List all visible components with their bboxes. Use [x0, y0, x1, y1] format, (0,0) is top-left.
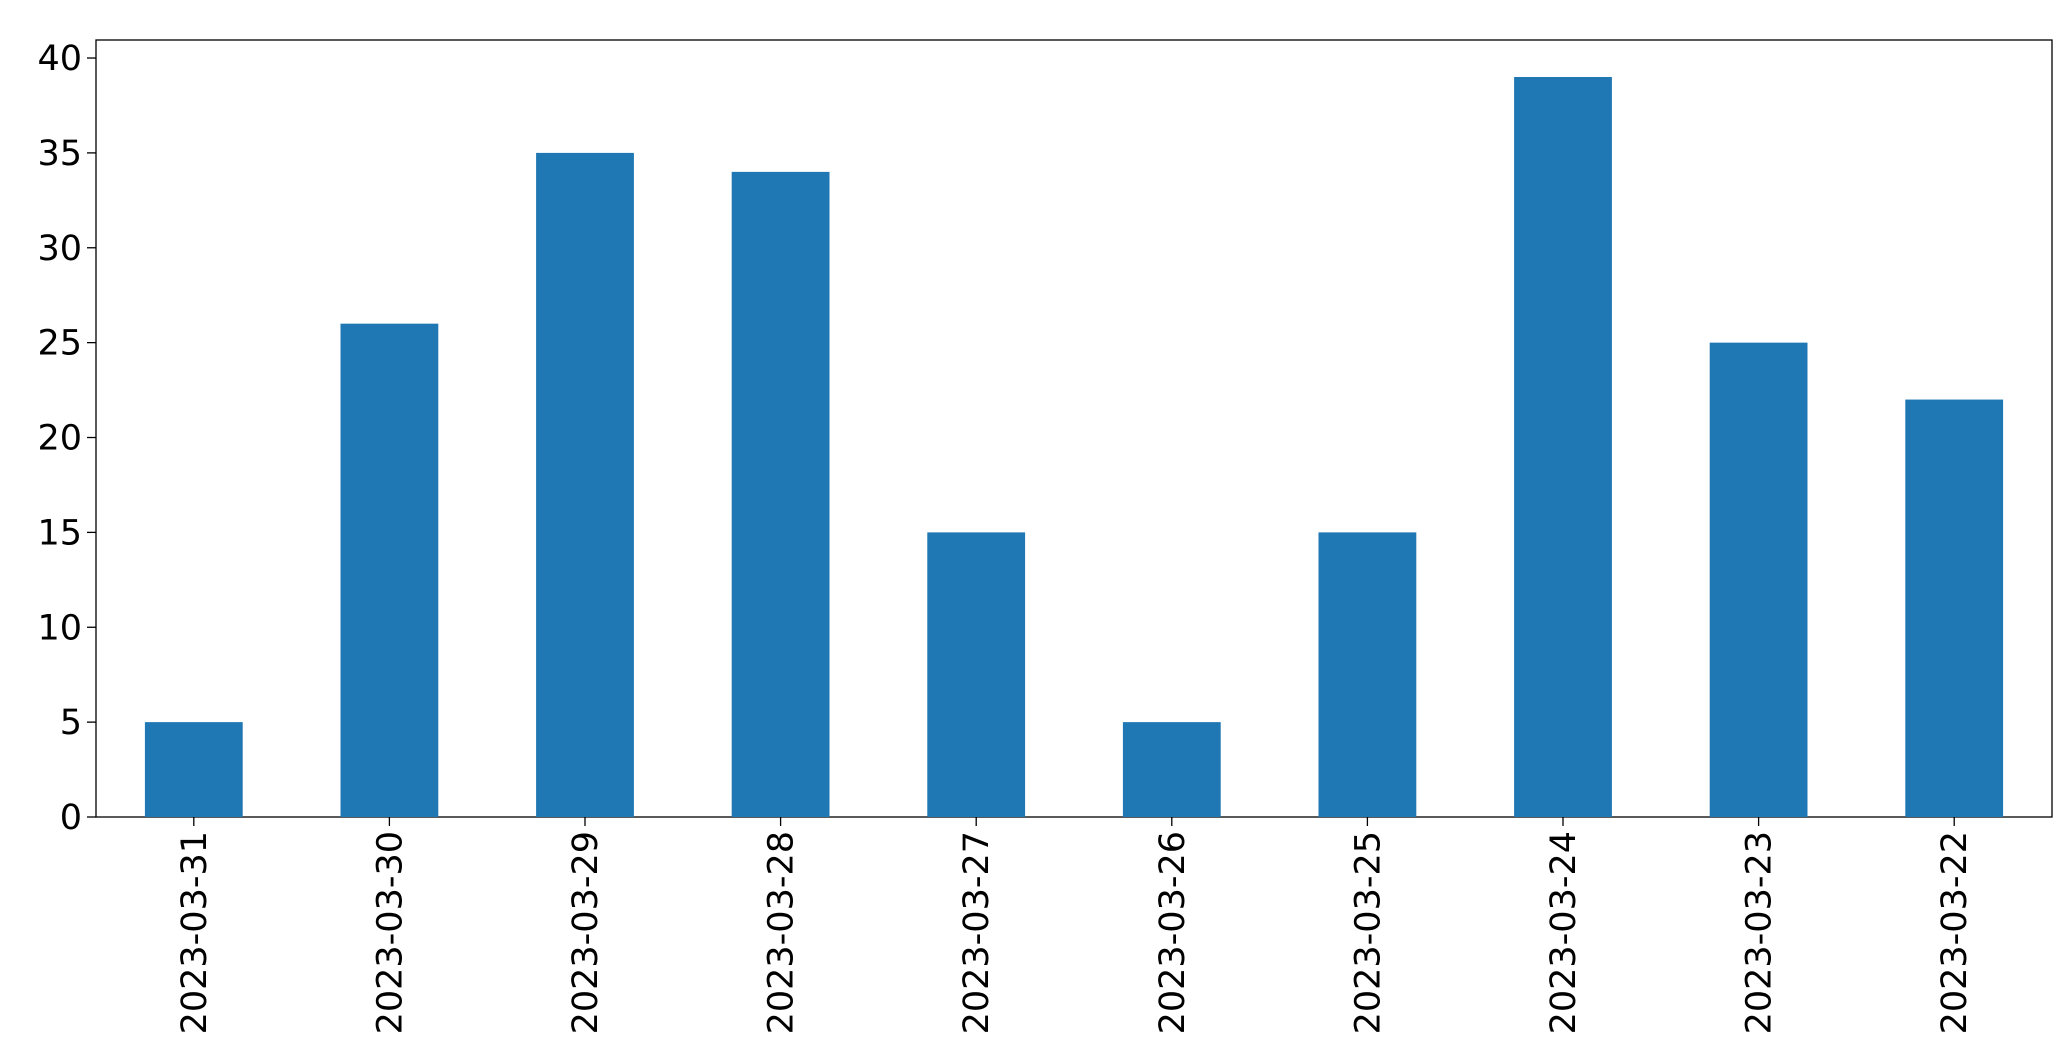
bar	[1514, 77, 1612, 817]
y-tick-label: 20	[37, 419, 82, 459]
bar	[536, 152, 634, 817]
bar	[144, 722, 243, 817]
bar	[340, 323, 439, 817]
x-tick-label: 2023-03-24	[1544, 831, 1584, 1034]
x-tick-label: 2023-03-28	[762, 831, 802, 1034]
y-tick-label: 10	[37, 608, 82, 648]
y-tick-label: 0	[60, 798, 82, 838]
bar	[927, 532, 1026, 817]
bar	[1122, 722, 1221, 817]
y-tick-label: 40	[37, 39, 82, 79]
y-tick-label: 30	[37, 229, 82, 269]
x-tick-label: 2023-03-22	[1935, 831, 1975, 1034]
y-tick-label: 5	[60, 703, 82, 743]
bar	[1709, 342, 1808, 817]
y-tick-label: 15	[37, 513, 82, 553]
x-tick-label: 2023-03-31	[175, 831, 215, 1034]
x-tick-label: 2023-03-30	[370, 831, 410, 1034]
bar	[1318, 532, 1417, 817]
y-tick-label: 35	[37, 134, 82, 174]
plot-frame	[95, 39, 2053, 818]
bar	[1905, 399, 2004, 817]
x-tick-label: 2023-03-26	[1153, 831, 1193, 1034]
y-tick-label: 25	[37, 324, 82, 364]
x-tick-label: 2023-03-29	[566, 831, 606, 1034]
x-tick-label: 2023-03-23	[1740, 831, 1780, 1034]
bar	[731, 171, 830, 817]
x-tick-label: 2023-03-27	[957, 831, 997, 1034]
x-tick-label: 2023-03-25	[1348, 831, 1388, 1034]
